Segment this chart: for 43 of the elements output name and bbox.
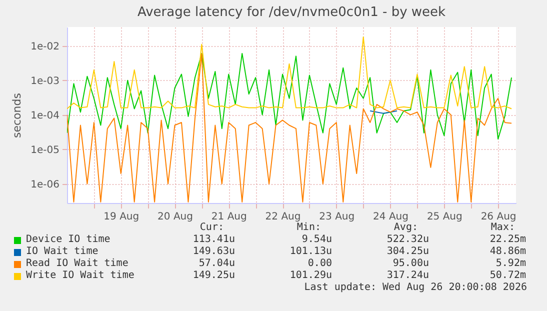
y-tick-label: 1e-05: [30, 144, 60, 156]
text: 57.04u: [198, 258, 235, 270]
line-series: [67, 36, 512, 110]
line-series: [67, 53, 512, 202]
text: Min:: [296, 222, 321, 234]
text: 101.13u: [290, 246, 332, 258]
text: 317.24u: [386, 270, 429, 282]
x-tick-label: 25 Aug: [426, 212, 462, 222]
text: 113.41u: [192, 234, 235, 246]
text: 5.92m: [496, 258, 526, 270]
text: 9.54u: [302, 234, 332, 246]
text: 304.25u: [386, 246, 429, 258]
text: 149.63u: [192, 246, 235, 258]
x-tick-label: 22 Aug: [265, 212, 301, 222]
x-tick-label: 21 Aug: [211, 212, 247, 222]
y-tick-label: 1e-06: [30, 179, 60, 190]
text: 149.25u: [192, 270, 235, 282]
text: 0.00: [308, 258, 332, 270]
legend-label: Write IO Wait time: [26, 270, 134, 282]
text: 101.29u: [290, 270, 332, 282]
text: 48.86m: [490, 246, 526, 258]
text: Last update: Wed Aug 26 20:00:08 2026: [304, 282, 527, 294]
chart-title: Average latency for /dev/nvme0c0n1 - by week: [137, 5, 446, 20]
x-tick-label: 19 Aug: [104, 212, 140, 222]
text: Max:: [490, 222, 515, 234]
legend-label: Device IO time: [26, 234, 110, 246]
text: Cur:: [200, 222, 224, 234]
text: 522.32u: [386, 234, 429, 246]
x-tick-label: 24 Aug: [373, 212, 408, 222]
text: Avg:: [394, 222, 418, 234]
y-axis-title: seconds: [10, 92, 24, 138]
x-tick-label: 20 Aug: [158, 212, 193, 222]
text: 95.00u: [392, 258, 429, 270]
x-tick-label: 23 Aug: [319, 212, 355, 222]
y-tick-label: 1e-04: [30, 110, 60, 122]
legend-label: Read IO Wait time: [26, 258, 128, 270]
x-tick-label: 26 Aug: [480, 212, 516, 222]
y-tick-label: 1e-03: [30, 76, 60, 87]
legend-label: IO Wait time: [26, 246, 98, 258]
y-tick-label: 1e-02: [30, 41, 60, 52]
text: 50.72m: [490, 270, 526, 282]
line-series: [67, 52, 512, 140]
text: 22.25m: [490, 234, 526, 246]
